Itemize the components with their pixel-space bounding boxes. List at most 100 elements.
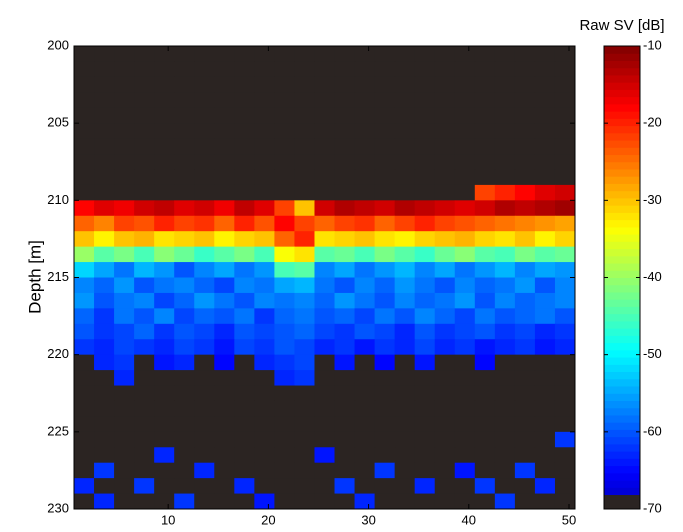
cell [94,246,115,263]
cell [214,323,235,340]
cell [134,385,155,402]
cell [194,354,215,371]
cell [434,493,456,510]
cell [134,92,155,109]
cell [394,447,416,464]
cell [334,92,356,109]
cell [274,184,295,201]
cell [534,370,556,387]
cell [74,339,95,356]
colorbar-step [604,335,640,344]
colorbar-step [604,82,640,90]
cell [194,76,215,93]
cell [374,46,396,62]
colorbar-step [604,161,640,170]
cell [434,200,456,217]
cell [414,138,436,155]
colorbar-step [604,96,640,105]
colorbar-step [604,378,640,387]
cell [394,154,416,170]
cell [174,92,195,109]
colorbar-step [604,111,640,119]
colorbar-tick-label: -40 [643,269,662,284]
cell [514,200,536,217]
cell [554,447,576,464]
cell [434,416,456,433]
colorbar-step [604,60,640,69]
cell [154,154,175,170]
cell [74,478,95,495]
cell [374,107,396,124]
cell [194,462,215,479]
cell [174,462,195,479]
cell [334,138,356,155]
colorbar-step [604,140,640,148]
cell [214,107,235,124]
cell [354,400,376,417]
colorbar-step [604,414,640,423]
cell [74,308,95,325]
cell [314,246,336,263]
cell [494,370,516,387]
cell [114,92,135,109]
cell [434,169,456,186]
cell [114,138,135,155]
cell [274,385,295,402]
cell [134,169,155,186]
cell [114,200,135,217]
cell [534,323,556,340]
cell [214,200,235,217]
cell [374,200,396,217]
cell [374,493,396,510]
cell [154,431,175,448]
y-axis-label: Depth [m] [25,240,44,314]
cell [434,184,456,201]
colorbar-step [604,386,640,394]
cell [454,46,476,62]
cell [474,184,496,201]
cell [454,246,476,263]
cell [94,385,115,402]
cell [154,61,175,78]
colorbar-step [604,299,640,307]
cell [294,339,315,356]
cell [74,292,95,309]
cell [234,493,255,510]
cell [134,246,155,263]
cell [194,339,215,356]
cell [454,400,476,417]
cell [194,385,215,402]
cell [274,92,295,109]
cell [554,339,576,356]
cell [454,154,476,170]
cell [94,339,115,356]
cell [314,262,336,278]
cell [194,231,215,248]
cell [554,246,576,263]
cell [294,447,315,464]
cell [554,385,576,402]
cell [94,46,115,62]
cell [94,370,115,387]
cell [94,231,115,248]
cell [294,400,315,417]
cell [354,246,376,263]
cell [234,123,255,140]
cell [554,478,576,495]
cell [174,154,195,170]
cell [434,231,456,248]
cell [394,277,416,294]
cell [494,76,516,93]
colorbar-step [604,219,640,228]
colorbar-step [604,320,640,329]
cell [134,478,155,495]
cell [214,154,235,170]
cell [354,76,376,93]
cell [274,169,295,186]
cell [94,169,115,186]
cell [534,231,556,248]
cell [214,462,235,479]
cell [274,478,295,495]
cell [434,92,456,109]
cell [234,138,255,155]
